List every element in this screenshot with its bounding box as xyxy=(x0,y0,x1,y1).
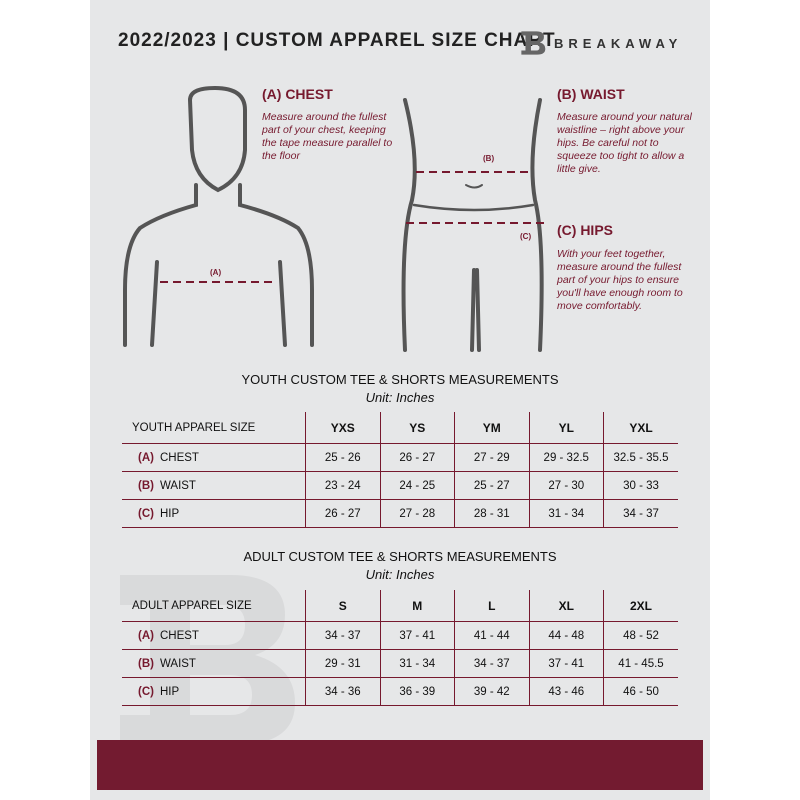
measurement-value: 34 - 36 xyxy=(305,677,381,706)
measure-lines xyxy=(160,171,545,283)
measurement-value: 28 - 31 xyxy=(454,499,530,528)
waist-instructions: Measure around your natural waistline – … xyxy=(557,111,692,175)
measurement-label: (B) WAIST xyxy=(122,649,306,678)
chest-marker: (A) xyxy=(210,268,222,277)
table-row: (C) HIP 26 - 27 27 - 28 28 - 31 31 - 34 34 - 3… xyxy=(122,499,678,528)
measurement-value: 27 - 28 xyxy=(380,499,455,528)
measurement-value: 34 - 37 xyxy=(305,621,381,650)
measurement-code: (B) xyxy=(138,479,154,492)
measurement-label: (A) CHEST xyxy=(122,443,306,472)
page-title: 2022/2023 | CUSTOM APPAREL SIZE CHART xyxy=(118,30,556,51)
measurement-label: (A) CHEST xyxy=(122,621,306,650)
size-header: YXS xyxy=(305,412,381,444)
measurement-label: (C) HIP xyxy=(122,499,306,528)
measurement-value: 31 - 34 xyxy=(380,649,455,678)
hips-marker: (C) xyxy=(520,232,532,241)
youth-table-title: YOUTH CUSTOM TEE & SHORTS MEASUREMENTS xyxy=(241,372,559,387)
measurement-label: (C) HIP xyxy=(122,677,306,706)
hips-heading: (C) HIPS xyxy=(557,222,613,238)
measurement-value: 27 - 30 xyxy=(529,471,604,500)
measurement-value: 32.5 - 35.5 xyxy=(603,443,678,472)
adult-table-title: ADULT CUSTOM TEE & SHORTS MEASUREMENTS xyxy=(243,549,557,564)
measurement-name: CHEST xyxy=(159,451,199,464)
size-header: YL xyxy=(529,412,604,444)
size-header: YXL xyxy=(603,412,678,444)
size-header: XL xyxy=(529,590,604,622)
measurement-value: 25 - 27 xyxy=(454,471,530,500)
measurement-value: 25 - 26 xyxy=(305,443,381,472)
measurement-code: (C) xyxy=(138,507,154,520)
youth-size-table: YOUTH APPAREL SIZE YXS YS YM YL YXL (A) CHEST 25… xyxy=(122,412,678,528)
size-label: YOUTH APPAREL SIZE xyxy=(122,412,306,444)
chest-heading: (A) CHEST xyxy=(262,86,333,102)
b-logo-icon xyxy=(521,31,546,55)
measurement-value: 41 - 45.5 xyxy=(603,649,678,678)
measurement-value: 37 - 41 xyxy=(380,621,455,650)
table-row: (A) CHEST 25 - 26 26 - 27 27 - 29 29 - 32.5 32… xyxy=(122,443,678,472)
adult-table-unit: Unit: Inches xyxy=(365,567,435,582)
measurement-value: 24 - 25 xyxy=(380,471,455,500)
footer-band xyxy=(97,740,703,790)
size-header: M xyxy=(380,590,455,622)
size-header: L xyxy=(454,590,530,622)
brand-logo: BREAKAWAY xyxy=(520,28,682,58)
table-row: (B) WAIST 29 - 31 31 - 34 34 - 37 37 - 41 41 -… xyxy=(122,649,678,678)
header-row: ADULT APPAREL SIZE S M L XL 2XL xyxy=(122,590,678,622)
measurement-code: (A) xyxy=(138,629,154,642)
measurement-value: 48 - 52 xyxy=(603,621,678,650)
body-illustrations xyxy=(123,85,545,352)
header-row: YOUTH APPAREL SIZE YXS YS YM YL YXL xyxy=(122,412,678,444)
measurement-value: 26 - 27 xyxy=(305,499,381,528)
measurement-value: 23 - 24 xyxy=(305,471,381,500)
waist-marker: (B) xyxy=(483,154,495,163)
measurement-value: 34 - 37 xyxy=(603,499,678,528)
measurement-value: 34 - 37 xyxy=(454,649,530,678)
measurement-code: (B) xyxy=(138,657,154,670)
youth-table-unit: Unit: Inches xyxy=(365,390,435,405)
waist-heading: (B) WAIST xyxy=(557,86,625,102)
measurement-value: 37 - 41 xyxy=(529,649,604,678)
table-row: (C) HIP 34 - 36 36 - 39 39 - 42 43 - 46 46 - 5… xyxy=(122,677,678,706)
measurement-name: WAIST xyxy=(159,657,196,670)
measurement-value: 36 - 39 xyxy=(380,677,455,706)
size-header: YM xyxy=(454,412,530,444)
measurement-value: 39 - 42 xyxy=(454,677,530,706)
size-header: 2XL xyxy=(603,590,678,622)
measurement-value: 46 - 50 xyxy=(603,677,678,706)
measurement-code: (A) xyxy=(138,451,154,464)
adult-size-table: ADULT APPAREL SIZE S M L XL 2XL (A) CHEST 34 - 3… xyxy=(122,590,678,706)
brand-name: BREAKAWAY xyxy=(554,35,683,51)
size-header: YS xyxy=(380,412,455,444)
measurement-name: HIP xyxy=(159,685,180,698)
measurement-value: 31 - 34 xyxy=(529,499,604,528)
measurement-value: 26 - 27 xyxy=(380,443,455,472)
measurement-code: (C) xyxy=(138,685,154,698)
table-row: (A) CHEST 34 - 37 37 - 41 41 - 44 44 - 48 48 -… xyxy=(122,621,678,650)
measurement-value: 30 - 33 xyxy=(603,471,678,500)
upper-body-outline xyxy=(123,85,314,347)
size-label: ADULT APPAREL SIZE xyxy=(122,590,306,622)
measurement-name: WAIST xyxy=(159,479,196,492)
measurement-value: 29 - 31 xyxy=(305,649,381,678)
lower-body-outline xyxy=(401,98,544,352)
measurement-name: HIP xyxy=(159,507,180,520)
chest-instructions: Measure around the fullest part of your … xyxy=(262,111,393,162)
table-row: (B) WAIST 23 - 24 24 - 25 25 - 27 27 - 30 30 -… xyxy=(122,471,678,500)
measurement-value: 29 - 32.5 xyxy=(529,443,604,472)
measurement-value: 44 - 48 xyxy=(529,621,604,650)
measurement-value: 41 - 44 xyxy=(454,621,530,650)
size-header: S xyxy=(305,590,381,622)
hips-instructions: With your feet together, measure around … xyxy=(557,248,683,312)
measurement-name: CHEST xyxy=(159,629,199,642)
measurement-value: 43 - 46 xyxy=(529,677,604,706)
measurement-value: 27 - 29 xyxy=(454,443,530,472)
measurement-label: (B) WAIST xyxy=(122,471,306,500)
